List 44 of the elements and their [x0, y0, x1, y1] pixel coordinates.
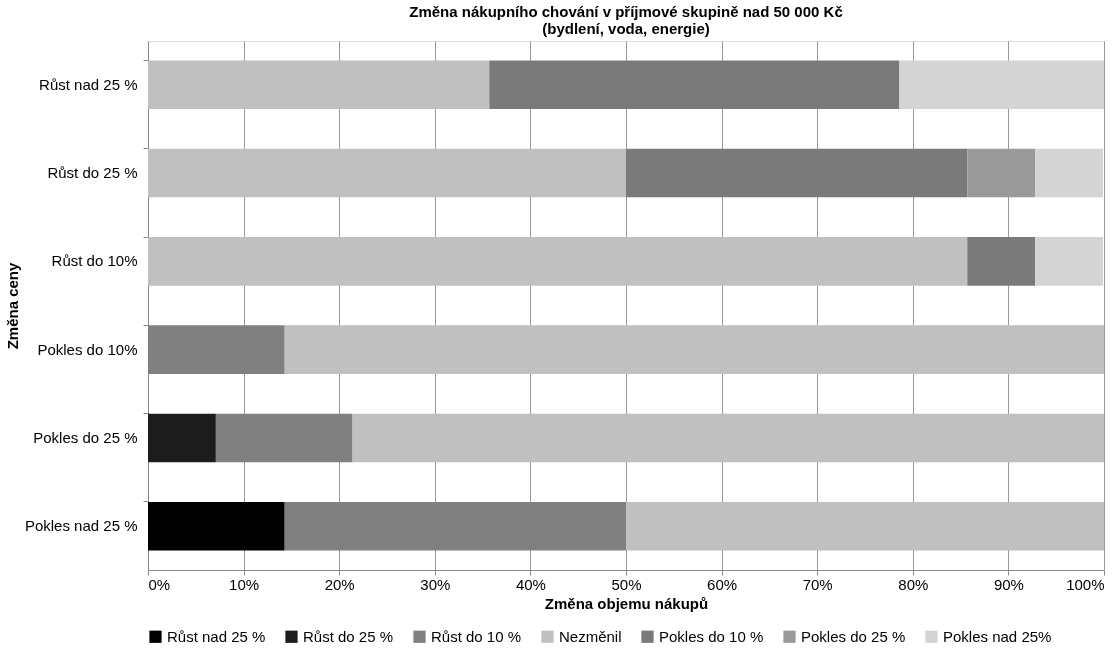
bar — [148, 60, 490, 109]
x-tick-label: 70% — [802, 575, 833, 593]
bar — [1035, 148, 1104, 198]
bar — [967, 237, 1036, 286]
y-tick-label: Růst do 10% — [51, 252, 138, 270]
bar — [148, 148, 626, 198]
bar — [148, 237, 968, 286]
legend-label: Růst nad 25 % — [167, 627, 266, 645]
bar — [626, 502, 1104, 551]
bar — [899, 60, 1104, 109]
legend-label: Růst do 10 % — [431, 627, 522, 645]
legend-label: Růst do 25 % — [303, 627, 394, 645]
legend-label: Nezměnil — [559, 627, 622, 645]
x-tick-label: 0% — [148, 575, 171, 593]
y-tick-label: Pokles do 10% — [37, 340, 138, 358]
legend-label: Pokles do 10 % — [659, 627, 764, 645]
bar — [1035, 237, 1104, 286]
x-tick-label: 50% — [611, 575, 642, 593]
bar — [352, 413, 1104, 463]
x-tick-label: 60% — [707, 575, 738, 593]
bar — [489, 60, 900, 109]
x-tick-label: 40% — [515, 575, 546, 593]
y-tick-label: Růst nad 25 % — [39, 75, 138, 93]
y-tick-label: Pokles do 25 % — [33, 428, 138, 446]
text: (bydlení, voda, energie) — [542, 20, 710, 37]
bar — [148, 413, 216, 463]
bar — [215, 413, 353, 463]
bar — [284, 502, 626, 551]
y-axis-title: Změna ceny — [3, 262, 21, 350]
y-tick-label: Pokles nad 25 % — [24, 517, 138, 535]
bar — [148, 502, 285, 551]
legend-label: Pokles nad 25% — [943, 627, 1052, 645]
x-axis-title: Změna objemu nákupů — [544, 594, 709, 612]
x-tick-label: 30% — [420, 575, 451, 593]
x-tick-label: 80% — [898, 575, 929, 593]
x-tick-label: 90% — [993, 575, 1024, 593]
text: Změna nákupního chování v příjmové skupině nad 50 000 Kč — [409, 3, 843, 20]
y-tick-label: Růst do 25 % — [47, 164, 138, 182]
legend-label: Pokles do 25 % — [801, 627, 906, 645]
bar — [626, 148, 968, 198]
x-tick-label: 100% — [1066, 575, 1105, 593]
x-tick-label: 20% — [324, 575, 355, 593]
x-tick-label: 10% — [229, 575, 260, 593]
bar — [284, 325, 1104, 374]
